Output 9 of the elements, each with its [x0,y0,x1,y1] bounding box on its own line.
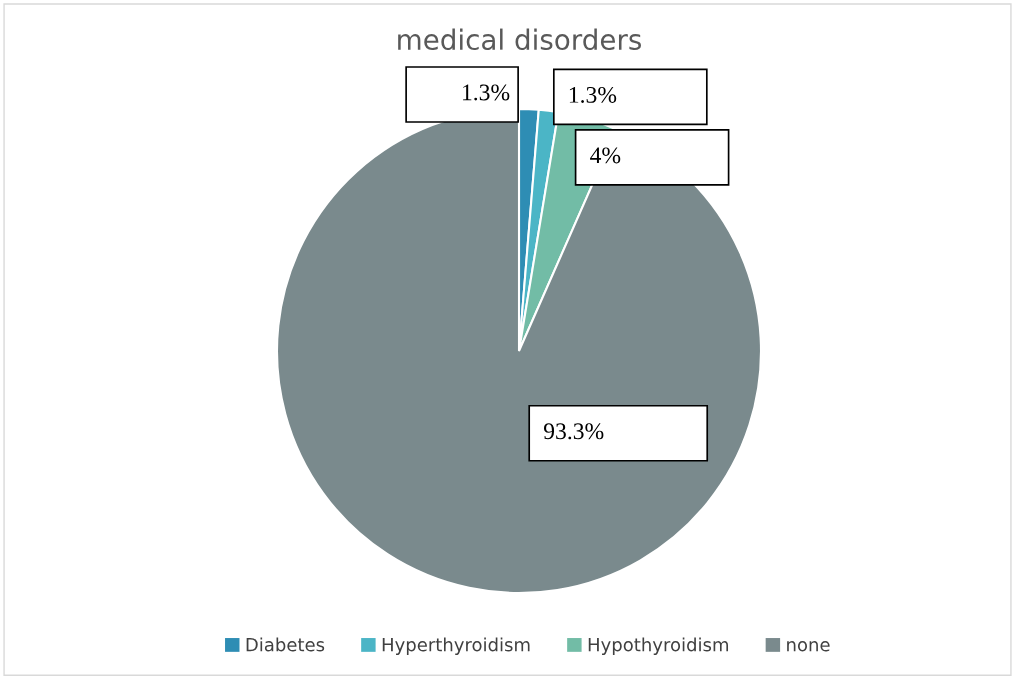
data-label: 93.3% [543,423,604,440]
legend-label: none [787,641,830,652]
legend-label: Hyperthyroidism [382,637,530,655]
data-label: 1.3% [569,86,617,103]
data-label: 1.3% [463,84,510,101]
data-label: 4% [590,147,621,164]
legend-label: Hypothyroidism [588,637,729,655]
legend-label: Diabetes [246,637,325,652]
chart-title: medical disorders [398,28,641,51]
